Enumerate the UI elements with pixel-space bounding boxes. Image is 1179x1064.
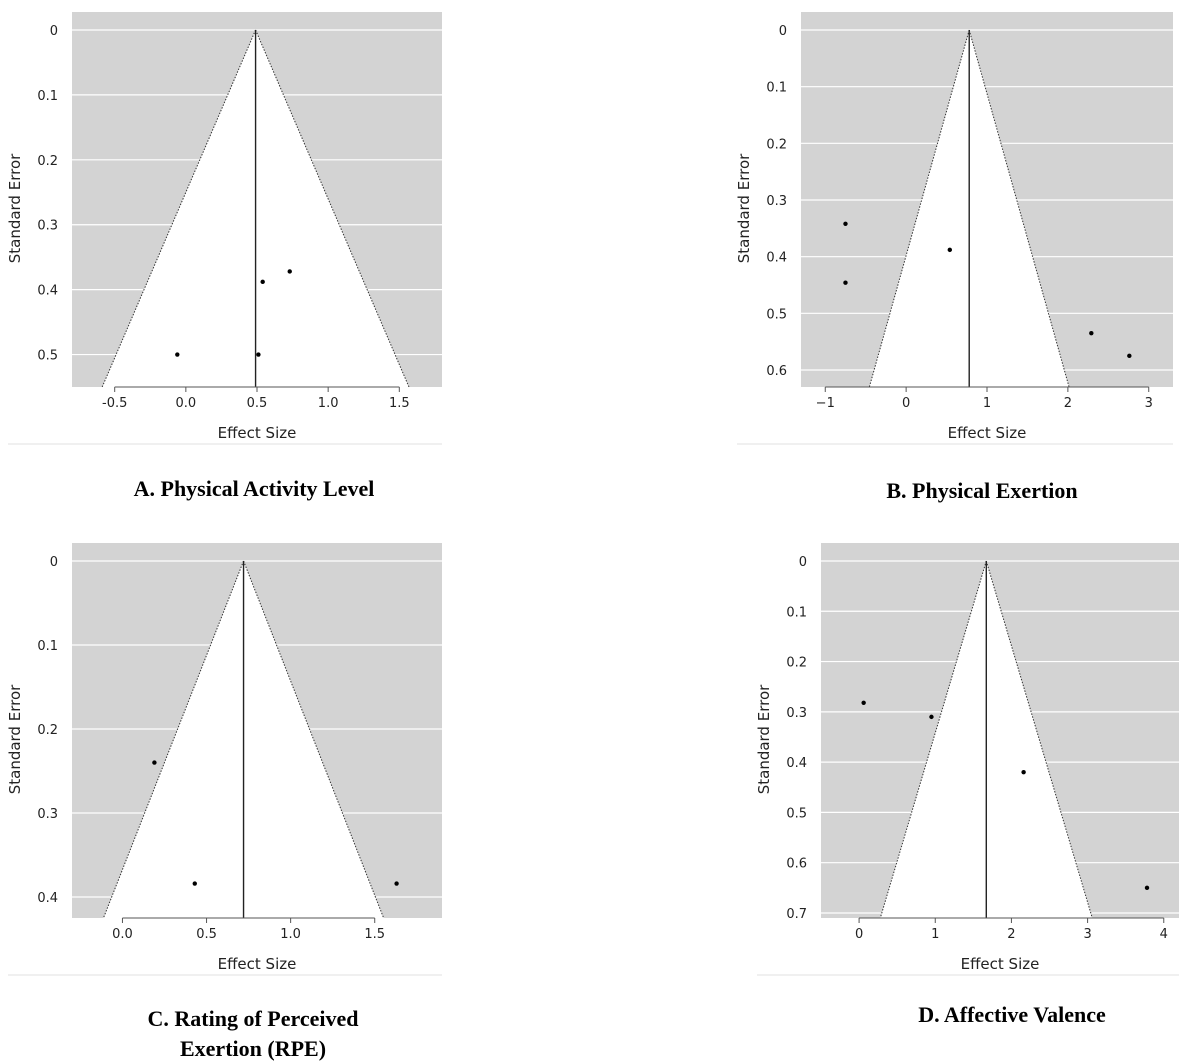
data-point-a-3 [256, 352, 261, 357]
funnel-edge-left-a [101, 29, 257, 387]
x-tick-label-b-4: 3 [1145, 396, 1153, 411]
y-axis-title-d: Standard Error [755, 684, 773, 794]
y-tick-label-b-4: 0.4 [766, 251, 787, 266]
data-point-d-1 [929, 714, 934, 720]
data-point-d-2 [1021, 769, 1026, 775]
funnel-plot-b: −1 0 1 2 3 0 0.1 0.2 0.3 0.4 0.5 0.6 Effect Size Stan… [735, 10, 1173, 446]
y-tick-label-c-0: 0 [50, 555, 58, 570]
x-tick-label-a-1: 0.0 [176, 396, 197, 411]
caption-b: B. Physical Exertion [886, 478, 1078, 503]
y-tick-label-d-5: 0.5 [786, 806, 807, 821]
x-tick-label-d-3: 3 [1083, 927, 1091, 942]
funnel-group-b [801, 29, 1173, 387]
y-tick-label-b-6: 0.6 [766, 364, 787, 379]
y-tick-label-a-1: 0.1 [37, 89, 58, 104]
x-tick-label-b-0: −1 [816, 396, 835, 411]
caption-a: A. Physical Activity Level [133, 476, 375, 501]
x-tick-label-b-2: 1 [983, 396, 991, 411]
x-tick-label-d-2: 2 [1007, 927, 1015, 942]
x-tick-label-b-3: 2 [1064, 396, 1072, 411]
funnel-edge-left-d [879, 560, 987, 918]
x-tick-label-a-3: 1.0 [318, 396, 339, 411]
y-tick-label-a-4: 0.4 [37, 284, 58, 299]
funnel-edge-right-d [985, 560, 1093, 918]
y-tick-label-a-3: 0.3 [37, 219, 58, 234]
x-tick-label-c-1: 0.5 [196, 927, 217, 942]
x-tick-label-b-1: 0 [902, 396, 910, 411]
data-point-b-0 [843, 221, 848, 226]
y-tick-label-d-7: 0.7 [786, 907, 807, 922]
funnel-plot-d: 0 1 2 3 4 0 0.1 0.2 0.3 0.4 0.5 0.6 0.7 Effect Size St… [755, 541, 1179, 977]
data-point-b-2 [947, 247, 952, 253]
y-tick-label-d-3: 0.3 [786, 706, 807, 721]
x-tick-label-a-0: -0.5 [102, 396, 127, 411]
x-tick-label-d-0: 0 [855, 927, 863, 942]
x-tick-label-a-2: 0.5 [247, 396, 268, 411]
x-axis-title-c: Effect Size [218, 955, 297, 973]
data-point-b-3 [1089, 330, 1094, 336]
funnel-edge-right-a [255, 29, 410, 387]
funnel-edge-right-c [243, 560, 385, 918]
funnel-plot-a-svg: -0.5 0.0 0.5 1.0 1.5 0 0.1 0.2 0.3 0.4 0.5 Effect S… [6, 12, 442, 445]
caption-c-line-2: Exertion (RPE) [179, 1036, 327, 1061]
y-tick-label-d-0: 0 [799, 555, 807, 570]
x-tick-label-d-4: 4 [1160, 927, 1168, 942]
data-point-c-1 [192, 881, 197, 886]
y-tick-label-d-4: 0.4 [786, 756, 807, 771]
y-tick-label-b-1: 0.1 [766, 81, 787, 96]
y-axis-title-a: Standard Error [6, 153, 24, 263]
data-point-a-2 [175, 352, 180, 357]
y-tick-label-b-3: 0.3 [766, 194, 787, 209]
funnel-edge-right-b [968, 29, 1070, 387]
funnel-plot-d-svg: 0 1 2 3 4 0 0.1 0.2 0.3 0.4 0.5 0.6 0.7 Effect Size St… [755, 543, 1179, 976]
x-tick-label-c-3: 1.5 [364, 927, 385, 942]
x-tick-label-d-1: 1 [931, 927, 939, 942]
y-tick-label-c-4: 0.4 [37, 891, 58, 906]
y-tick-label-c-3: 0.3 [37, 807, 58, 822]
data-point-b-1 [843, 280, 848, 285]
funnel-group-d [821, 560, 1179, 918]
funnel-group-c [72, 560, 442, 918]
x-tick-label-c-2: 1.0 [280, 927, 301, 942]
funnel-edge-left-c [102, 560, 245, 918]
y-tick-label-d-6: 0.6 [786, 857, 807, 872]
data-point-d-0 [861, 700, 866, 705]
data-point-a-1 [287, 269, 292, 274]
y-tick-label-d-1: 0.1 [786, 605, 807, 620]
funnel-plot-c-svg: 0.0 0.5 1.0 1.5 0 0.1 0.2 0.3 0.4 Effect Size Stan… [6, 543, 442, 976]
data-point-c-2 [394, 881, 399, 886]
x-tick-label-c-0: 0.0 [112, 927, 133, 942]
funnel-plot-b-svg: −1 0 1 2 3 0 0.1 0.2 0.3 0.4 0.5 0.6 Effect Size Stan… [735, 12, 1173, 445]
y-tick-label-b-5: 0.5 [766, 307, 787, 322]
caption-d: D. Affective Valence [918, 1002, 1106, 1027]
caption-c: C. Rating of Perceived Exertion (RPE) [43, 1004, 463, 1064]
y-tick-label-b-2: 0.2 [766, 137, 787, 152]
data-point-d-3 [1144, 885, 1150, 891]
funnel-edge-left-b [868, 29, 970, 387]
y-tick-label-a-5: 0.5 [37, 349, 58, 364]
y-axis-title-c: Standard Error [6, 684, 24, 794]
funnel-plot-c: 0.0 0.5 1.0 1.5 0 0.1 0.2 0.3 0.4 Effect Size Stan… [6, 541, 444, 977]
data-point-a-0 [260, 279, 265, 285]
funnel-group-a [72, 29, 442, 387]
data-point-c-0 [152, 760, 157, 765]
x-axis-title-b: Effect Size [948, 424, 1027, 442]
y-tick-label-c-1: 0.1 [37, 639, 58, 654]
y-tick-label-b-0: 0 [779, 24, 787, 39]
y-tick-label-c-2: 0.2 [37, 723, 58, 738]
y-tick-label-d-2: 0.2 [786, 656, 807, 671]
x-axis-title-d: Effect Size [961, 955, 1040, 973]
y-tick-label-a-2: 0.2 [37, 154, 58, 169]
x-axis-title-a: Effect Size [218, 424, 297, 442]
x-tick-label-a-4: 1.5 [389, 396, 410, 411]
funnel-plot-a: -0.5 0.0 0.5 1.0 1.5 0 0.1 0.2 0.3 0.4 0.5 Effect S… [6, 10, 444, 446]
data-point-b-4 [1127, 353, 1132, 359]
y-tick-label-a-0: 0 [50, 24, 58, 39]
y-axis-title-b: Standard Error [735, 153, 753, 263]
caption-c-line-1: C. Rating of Perceived [147, 1006, 359, 1031]
